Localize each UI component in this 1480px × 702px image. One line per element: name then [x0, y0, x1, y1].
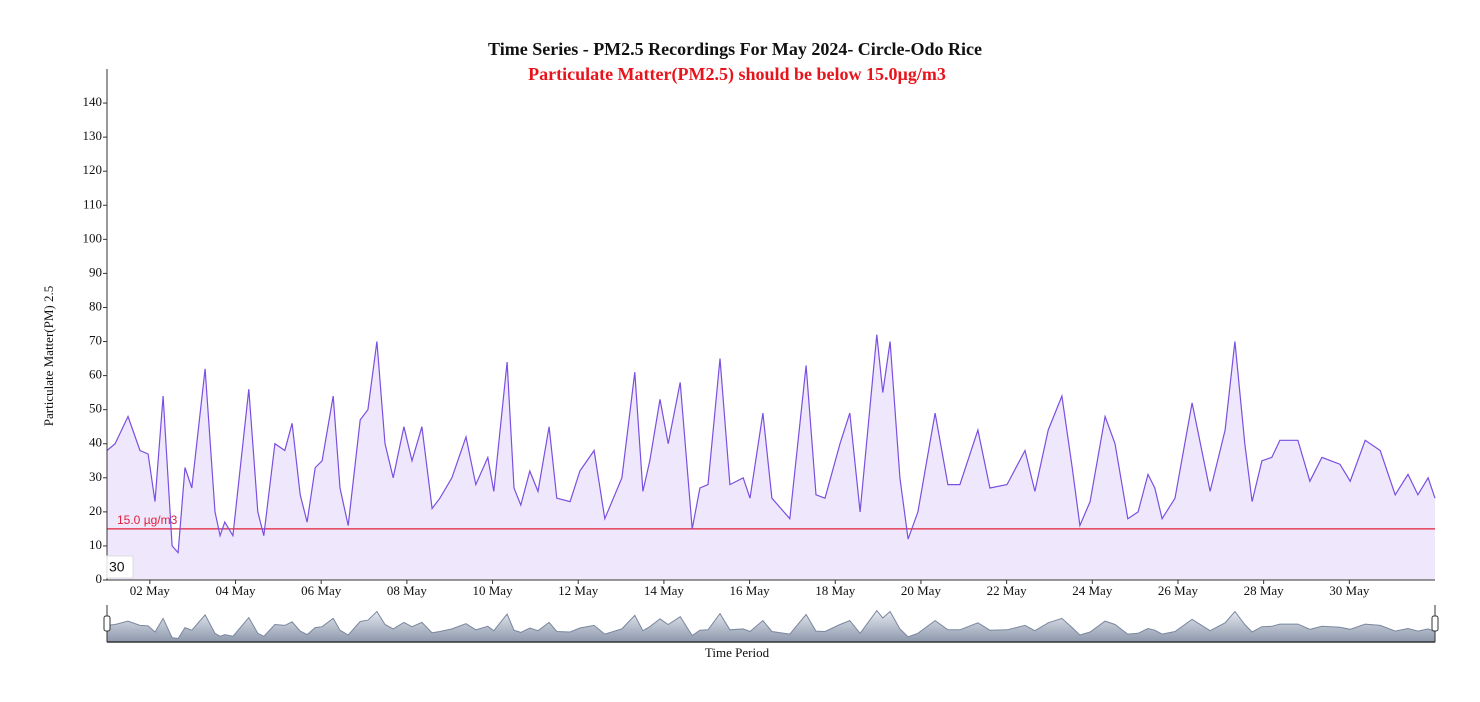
x-tick-label: 08 May	[387, 583, 428, 598]
x-tick-label: 26 May	[1158, 583, 1199, 598]
area	[107, 334, 1435, 580]
y-tick-label: 130	[83, 128, 103, 143]
chart-subtitle: Particulate Matter(PM2.5) should be belo…	[528, 64, 946, 85]
y-axis-label: Particulate Matter(PM) 2.5	[41, 286, 56, 426]
x-tick-label: 16 May	[730, 583, 771, 598]
x-tick-label: 18 May	[815, 583, 856, 598]
navigator-handle	[1431, 615, 1439, 632]
threshold-label: 15.0 µg/m3	[117, 513, 178, 527]
y-tick-label: 30	[89, 469, 102, 484]
x-tick-label: 30 May	[1329, 583, 1370, 598]
x-tick-label: 10 May	[473, 583, 514, 598]
y-tick-label: 10	[89, 537, 102, 552]
y-tick-label: 60	[89, 367, 102, 382]
x-tick-label: 12 May	[558, 583, 599, 598]
y-tick-label: 110	[83, 196, 102, 211]
chart-title: Time Series - PM2.5 Recordings For May 2…	[488, 39, 982, 59]
y-tick-label: 90	[89, 264, 102, 279]
range-box	[106, 555, 134, 579]
x-tick-label: 24 May	[1072, 583, 1113, 598]
navigator-handle	[103, 615, 111, 632]
y-tick-label: 120	[83, 162, 103, 177]
y-tick-label: 70	[89, 333, 102, 348]
x-tick-label: 14 May	[644, 583, 685, 598]
x-tick-label: 28 May	[1244, 583, 1285, 598]
y-tick-label: 80	[89, 298, 102, 313]
x-tick-label: 04 May	[215, 583, 256, 598]
x-tick-label: 20 May	[901, 583, 942, 598]
x-tick-label: 02 May	[130, 583, 171, 598]
y-tick-label: 100	[83, 230, 103, 245]
x-axis-label: Time Period	[705, 645, 770, 660]
y-tick-label: 20	[89, 503, 102, 518]
x-tick-label: 22 May	[987, 583, 1028, 598]
range-label: 30	[109, 559, 125, 575]
x-tick-label: 06 May	[301, 583, 342, 598]
navigator-area	[106, 609, 1436, 643]
y-tick-label: 140	[83, 94, 103, 109]
y-tick-label: 40	[89, 435, 102, 450]
y-tick-label: 0	[96, 571, 103, 586]
y-tick-label: 50	[89, 401, 102, 416]
line	[106, 334, 1436, 555]
